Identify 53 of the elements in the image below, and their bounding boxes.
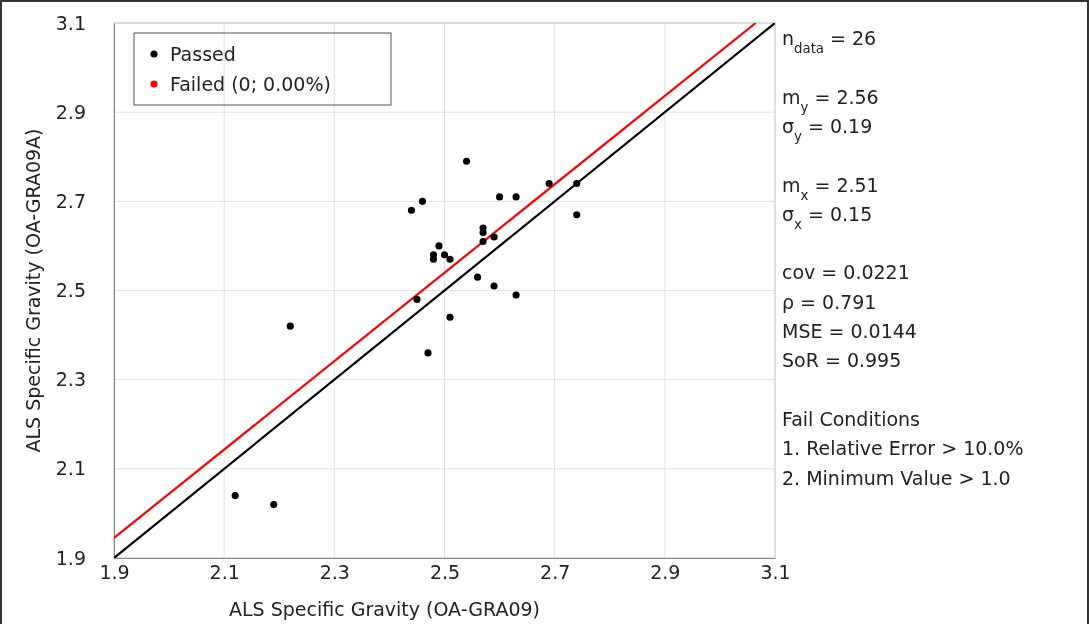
y-tick-label: 1.9 (55, 546, 86, 569)
text: σ$_{y}$ = 0.19 (782, 114, 873, 144)
point (440, 251, 449, 259)
x-tick-label: 2.5 (429, 561, 461, 584)
y-tick-label: 2.3 (55, 368, 86, 391)
x-tick-label: 2.7 (540, 561, 571, 584)
y-tick-label: 2.9 (55, 100, 86, 123)
text: m$_{x}$ = 2.51 (782, 173, 879, 202)
y-tick-label: 2.7 (55, 189, 86, 212)
text: Fail Conditions (782, 407, 920, 430)
point (490, 282, 498, 290)
text: m$_{y}$ = 2.56 (782, 85, 879, 115)
x-axis-title: ALS Specific Gravity (OA-GRA09) (228, 598, 541, 620)
point (270, 500, 278, 509)
point (512, 193, 520, 201)
text: n$_{data}$ = 26 (782, 27, 877, 56)
x-tick-label: 3.1 (760, 561, 791, 584)
point (473, 273, 482, 281)
x-tick-label: 1.9 (99, 561, 130, 584)
x-tick-label: 2.9 (650, 561, 681, 584)
point (573, 211, 581, 219)
text: cov = 0.0221 (782, 261, 910, 284)
point (407, 206, 416, 214)
y-axis-title: ALS Specific Gravity (OA-GRA09A) (22, 128, 44, 453)
point (418, 197, 427, 205)
text: ρ = 0.791 (782, 290, 877, 313)
text: 1. Relative Error > 10.0% (782, 437, 1024, 460)
text: σ$_{x}$ = 0.15 (782, 202, 873, 232)
x-tick-label: 2.3 (319, 561, 350, 584)
point (446, 313, 454, 321)
point (446, 255, 454, 263)
point (413, 295, 421, 303)
point (231, 492, 239, 500)
point (435, 242, 443, 250)
point (429, 251, 438, 259)
y-tick-label: 3.1 (55, 11, 86, 34)
legend-label: Passed (170, 43, 236, 65)
point (424, 349, 432, 357)
point (496, 193, 504, 201)
point (286, 322, 294, 330)
point (462, 157, 471, 165)
y-tick-label: 2.1 (55, 457, 86, 480)
x-tick-label: 2.1 (209, 561, 240, 584)
text: MSE = 0.0144 (782, 320, 917, 342)
point (573, 179, 581, 188)
y-tick-label: 2.5 (55, 279, 86, 302)
point (479, 237, 487, 246)
point (512, 291, 520, 299)
text: 2. Minimum Value > 1.0 (782, 466, 1011, 489)
text: SoR = 0.995 (782, 349, 902, 372)
legend-label: Failed (0; 0.00%) (170, 73, 331, 95)
point (490, 233, 498, 241)
point (545, 179, 553, 188)
